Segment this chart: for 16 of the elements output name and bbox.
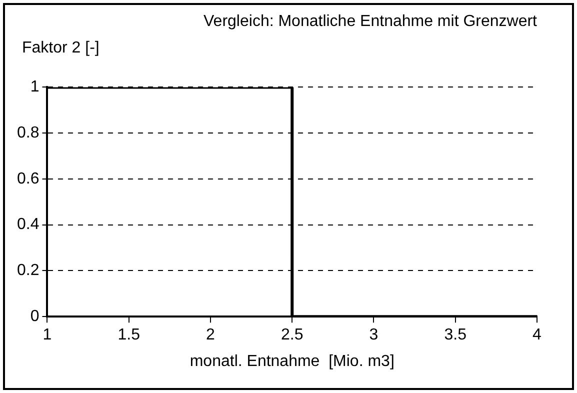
x-axis-title: monatl. Entnahme [Mio. m3] [190,352,394,370]
y-axis-title: Faktor 2 [-] [22,40,100,57]
y-tick-label: 0.8 [16,124,40,142]
y-tick-label: 0.4 [16,216,40,234]
x-tick-label: 4 [532,326,542,344]
y-tick-label: 0 [30,308,40,326]
y-tick-label: 0.2 [16,262,40,280]
x-tick-label: 3 [369,326,378,344]
y-tick-label: 1 [30,78,40,96]
x-tick-label: 2.5 [280,326,304,344]
x-tick-label: 2 [206,326,216,344]
chart-title: Vergleich: Monatliche Entnahme mit Grenzwert [204,13,538,30]
x-tick-label: 1 [42,326,52,344]
x-tick-label: 3.5 [444,326,467,344]
x-tick-label: 1.5 [118,326,140,344]
y-tick-label: 0.6 [16,170,40,188]
